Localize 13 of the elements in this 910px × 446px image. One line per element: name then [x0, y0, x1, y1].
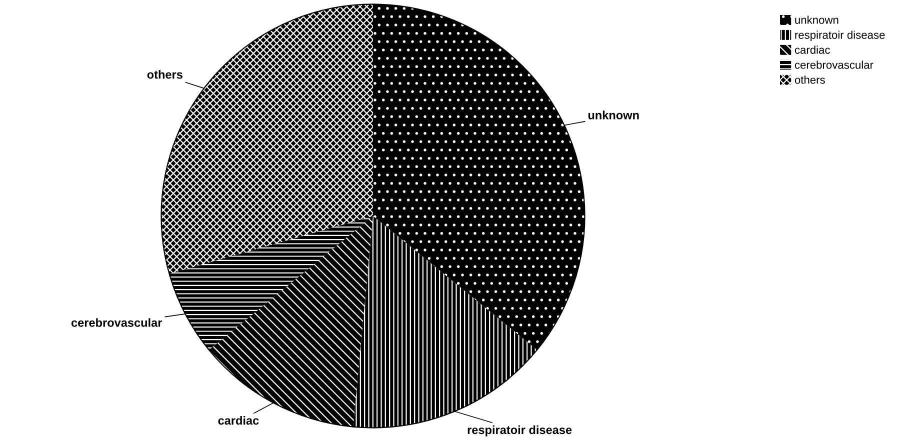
legend-label: cardiac — [794, 46, 830, 54]
slice-label: cardiac — [218, 416, 259, 425]
slice-label: respiratoir disease — [468, 425, 572, 436]
pie-slice — [169, 216, 373, 350]
slice-label: cerebrovascular — [71, 318, 162, 327]
pie-slice — [373, 4, 585, 350]
legend-label: others — [794, 76, 825, 84]
slice-label: others — [147, 70, 182, 79]
legend-label: cerebrovascular — [794, 60, 874, 69]
legend-label: unknown — [795, 16, 838, 24]
slice-label: unknown — [588, 110, 639, 120]
pie-slice — [208, 216, 373, 427]
legend-label: respiratoir disease — [795, 30, 885, 42]
